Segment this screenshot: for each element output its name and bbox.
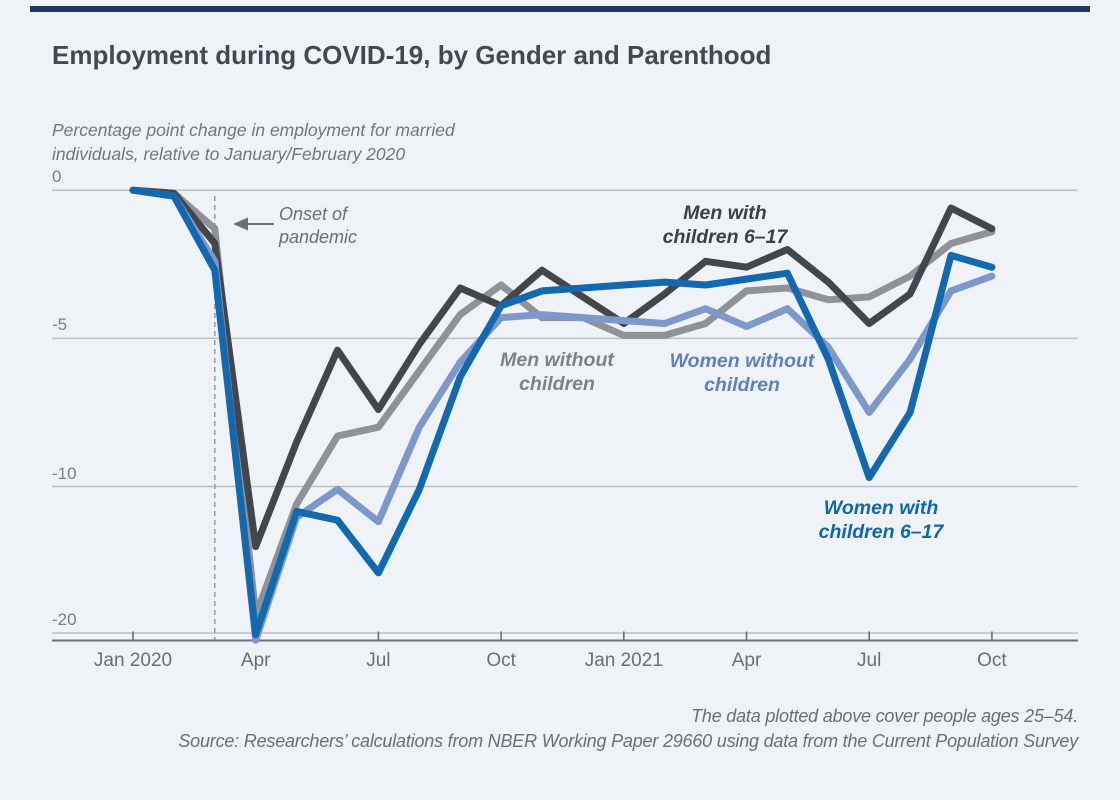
x-axis-tick-label: Oct xyxy=(977,650,1007,671)
label-women-without-children: Women without children xyxy=(669,350,815,396)
series-line-women-without xyxy=(129,186,996,644)
series-line-women-with xyxy=(129,186,996,638)
label-women-with-children: Women with children 6–17 xyxy=(818,497,944,543)
y-axis-tick-label: -10 xyxy=(52,463,77,483)
x-axis-tick-label: Jan 2021 xyxy=(584,650,663,671)
label-men-with-children: Men with children 6–17 xyxy=(662,202,788,248)
onset-of-pandemic-annotation: Onset of pandemic xyxy=(279,203,357,249)
x-axis-tick-label: Jul xyxy=(366,650,391,671)
top-accent-bar xyxy=(30,6,1090,12)
onset-annotation-line1: Onset of xyxy=(279,204,348,224)
x-axis-tick-label: Apr xyxy=(731,650,762,671)
source-note: The data plotted above cover people ages… xyxy=(118,704,1078,754)
y-axis-tick-label: 0 xyxy=(52,167,62,187)
source-line: Source: Researchers’ calculations from N… xyxy=(178,731,1078,751)
x-axis-tick-label: Jul xyxy=(857,650,882,671)
y-axis-tick-label: -5 xyxy=(52,315,68,335)
y-axis-tick-label: -20 xyxy=(52,610,77,629)
x-axis-tick-label: Oct xyxy=(486,650,516,671)
x-axis-tick-label: Apr xyxy=(240,650,271,671)
chart-title: Employment during COVID-19, by Gender an… xyxy=(52,40,772,70)
onset-annotation-line2: pandemic xyxy=(279,227,358,247)
series-line-men-with xyxy=(129,186,996,551)
footnote-line: The data plotted above cover people ages… xyxy=(691,706,1078,726)
chart-subtitle: Percentage point change in employment fo… xyxy=(52,118,572,166)
chart-subtitle-line2: individuals, relative to January/Februar… xyxy=(52,144,406,164)
left-arrow-icon xyxy=(233,217,274,231)
chart-subtitle-line1: Percentage point change in employment fo… xyxy=(52,120,455,140)
x-axis-tick-label: Jan 2020 xyxy=(93,650,173,671)
label-men-without-children: Men without children xyxy=(500,349,614,395)
